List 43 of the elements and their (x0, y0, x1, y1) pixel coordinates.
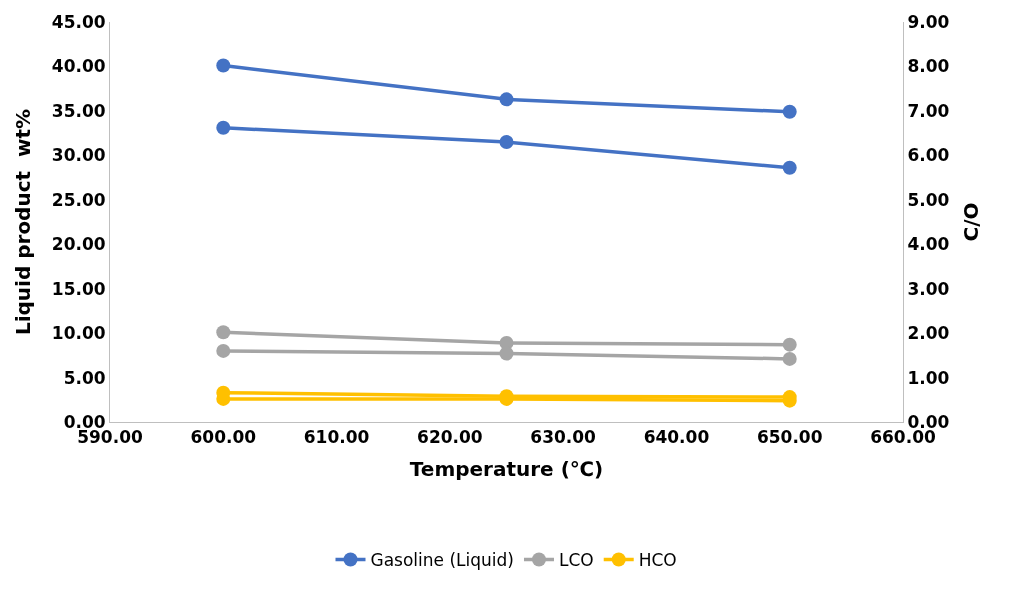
y-tick-label: 40.00 (51, 56, 106, 77)
point (216, 120, 231, 135)
x-tick-label: 620.00 (417, 427, 483, 448)
y2-tick-label: 5.00 (907, 189, 950, 210)
x-tick-label: 630.00 (530, 427, 597, 448)
x-tick-label: 610.00 (303, 427, 370, 448)
y-tick-label: 30.00 (51, 145, 106, 166)
y-axis-title: Liquid product wt% (11, 108, 36, 336)
point (499, 135, 514, 149)
point (216, 343, 231, 358)
y2-tick-label: 1.00 (907, 367, 950, 388)
legend-label: HCO (638, 550, 677, 571)
y2-tick-label: 4.00 (907, 234, 950, 255)
point (782, 104, 797, 119)
x-tick-label: 660.00 (870, 427, 936, 448)
x-tick-label: 600.00 (190, 427, 257, 448)
y-tick-label: 20.00 (51, 234, 106, 255)
point (499, 92, 514, 107)
point (782, 160, 797, 175)
x-axis-title: Temperature (℃) (409, 456, 604, 481)
y-tick-label: 25.00 (51, 189, 106, 210)
y2-tick-label: 2.00 (907, 323, 950, 344)
point (499, 346, 514, 361)
y2-axis-title: C/O (959, 202, 984, 242)
y2-tick-label: 3.00 (907, 278, 950, 299)
y-tick-label: 45.00 (51, 11, 106, 32)
y2-tick-label: 8.00 (907, 56, 950, 77)
y2-tick-label: 9.00 (907, 11, 950, 32)
y-tick-label: 10.00 (51, 323, 106, 344)
y2-tick-label: 7.00 (907, 100, 950, 121)
y-tick-label: 15.00 (51, 278, 106, 299)
y-tick-label: 5.00 (63, 367, 106, 388)
x-tick-label: 640.00 (643, 427, 710, 448)
point (782, 351, 797, 366)
x-tick-label: 590.00 (77, 427, 143, 448)
legend-label: LCO (558, 550, 594, 571)
y2-tick-label: 6.00 (907, 145, 950, 166)
legend-label: Gasoline (Liquid) (370, 550, 514, 571)
y-tick-label: 35.00 (51, 100, 106, 121)
point (216, 58, 231, 73)
point (216, 325, 231, 340)
x-tick-label: 650.00 (756, 427, 823, 448)
point (782, 337, 797, 352)
